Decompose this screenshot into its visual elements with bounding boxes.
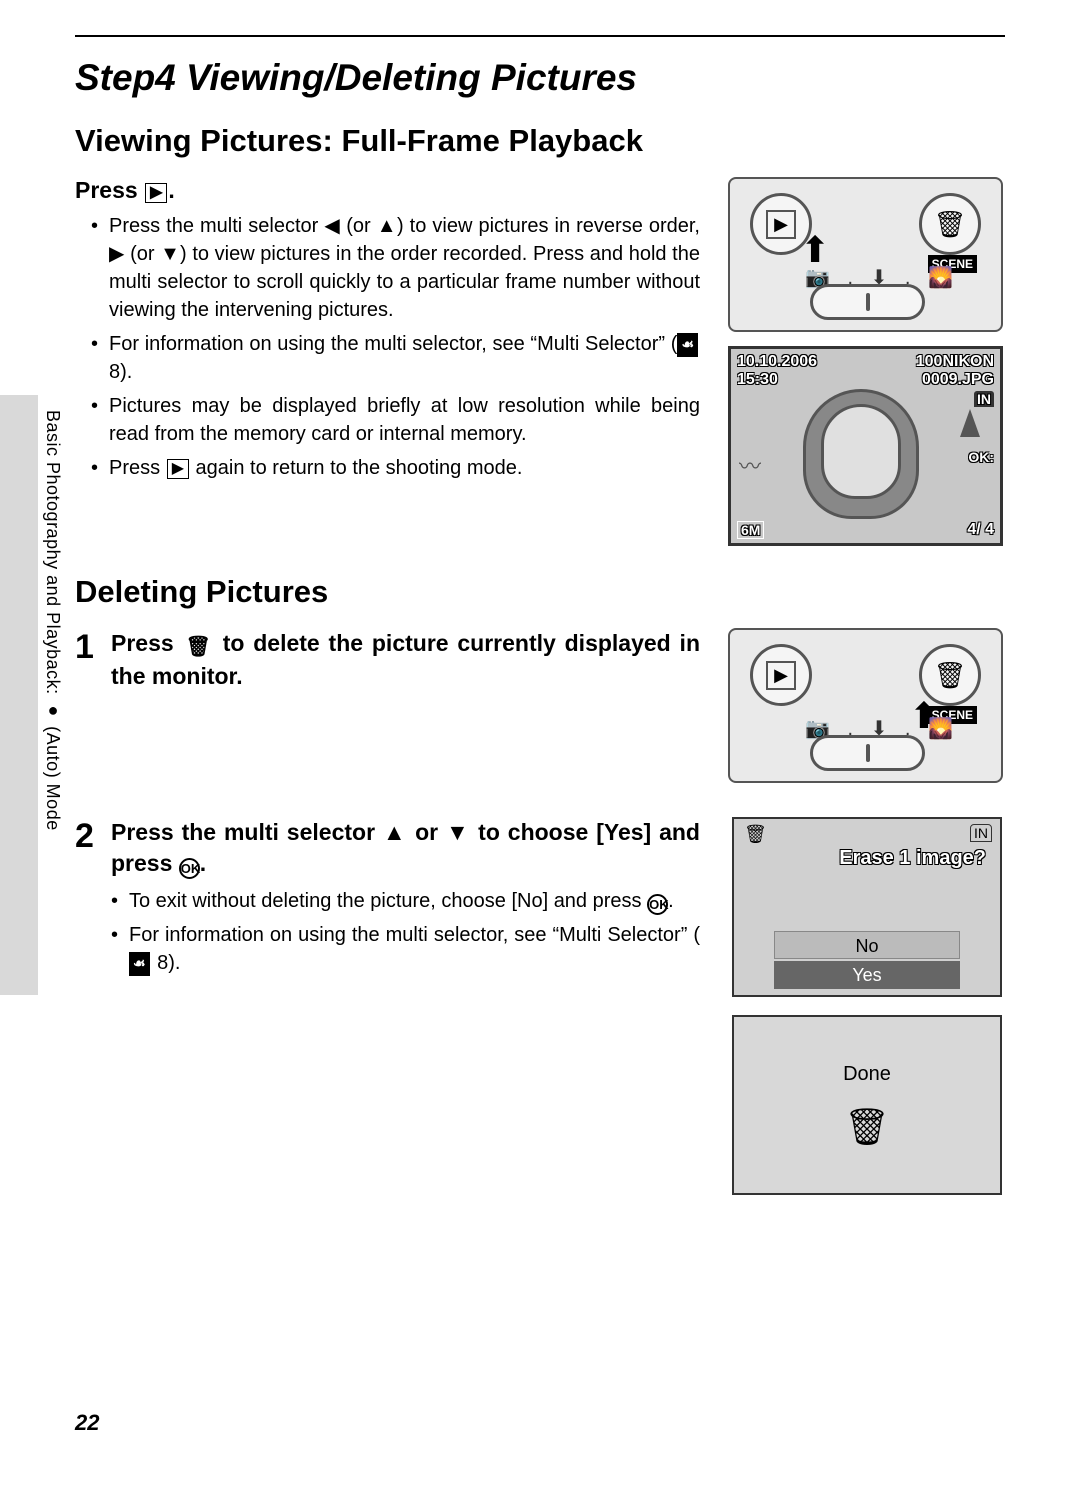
press-instruction: Press ▶. bbox=[75, 177, 700, 204]
section-heading-deleting: Deleting Pictures bbox=[75, 574, 1005, 610]
zoom-rocker bbox=[810, 735, 925, 771]
boat-icon bbox=[960, 409, 980, 437]
play-icon: ▶ bbox=[145, 183, 167, 203]
lcd-ok: OK: bbox=[968, 449, 994, 465]
top-rule bbox=[75, 35, 1005, 37]
step2-text: 2 Press the multi selector ▲ or ▼ to cho… bbox=[75, 817, 700, 1195]
step1-text: 1 Press 🗑 to delete the picture currentl… bbox=[75, 628, 700, 797]
camera-back-diagram-1: ▶ 🗑 SCENE 📷 . ⬇ . 🌄 ⬆ bbox=[728, 177, 1003, 332]
lcd-date: 10.10.2006 bbox=[737, 353, 817, 371]
step1-body: Press 🗑 to delete the picture currently … bbox=[111, 628, 700, 797]
sidebar-label: Basic Photography and Playback: ● (Auto)… bbox=[42, 410, 63, 831]
zoom-rocker bbox=[810, 284, 925, 320]
step2-row: 2 Press the multi selector ▲ or ▼ to cho… bbox=[75, 817, 1005, 1195]
arrow-up-indicator: ⬆ bbox=[909, 695, 939, 737]
viewing-text-col: Press ▶. Press the multi selector ◀ (or … bbox=[75, 177, 700, 546]
step2-bullet-1: To exit without deleting the picture, ch… bbox=[111, 887, 700, 915]
step1-number: 1 bbox=[75, 628, 101, 797]
dialog-option-no: No bbox=[774, 931, 960, 959]
lcd-filename: 0009.JPG bbox=[922, 371, 994, 389]
trash-icon-inline: 🗑 bbox=[186, 634, 211, 661]
figure-face bbox=[821, 404, 901, 499]
step2-number: 2 bbox=[75, 817, 101, 1195]
bullet-3: Pictures may be displayed briefly at low… bbox=[109, 392, 700, 448]
section-heading-viewing: Viewing Pictures: Full-Frame Playback bbox=[75, 123, 1005, 159]
lcd-counter: 4/ 4 bbox=[967, 521, 994, 539]
dialog-trash-icon: 🗑 bbox=[744, 824, 767, 845]
ok-icon: OK bbox=[179, 858, 200, 879]
done-label: Done bbox=[843, 1063, 891, 1086]
dialog-option-yes: Yes bbox=[774, 961, 960, 989]
done-trash-icon: 🗑 bbox=[844, 1106, 890, 1148]
done-dialog: Done 🗑 bbox=[732, 1015, 1002, 1195]
step1-row: 1 Press 🗑 to delete the picture currentl… bbox=[75, 628, 1005, 797]
bullet-1: Press the multi selector ◀ (or ▲) to vie… bbox=[109, 212, 700, 324]
ok-icon: OK bbox=[647, 894, 668, 915]
step2-sub: To exit without deleting the picture, ch… bbox=[111, 887, 700, 977]
arrow-up-indicator: ⬆ bbox=[800, 229, 830, 271]
play-button-icon: ▶ bbox=[750, 644, 812, 706]
lcd-time: 15:30 bbox=[737, 371, 778, 389]
step1-image: ▶ 🗑 SCENE 📷 . ⬇ . 🌄 ⬆ bbox=[720, 628, 1005, 797]
wave-icon: 〰 bbox=[739, 449, 761, 481]
viewing-image-col: ▶ 🗑 SCENE 📷 . ⬇ . 🌄 ⬆ 〰 10.10.2006 15:30… bbox=[720, 177, 1005, 546]
step2-bullet-2: For information on using the multi selec… bbox=[111, 921, 700, 977]
dialog-in-label: IN bbox=[970, 824, 992, 842]
trash-button-icon: 🗑 bbox=[919, 193, 981, 255]
bullet-4: Press ▶ again to return to the shooting … bbox=[109, 454, 700, 482]
step2-image: 🗑 IN Erase 1 image? No Yes Done 🗑 bbox=[720, 817, 1005, 1195]
page-title: Step4 Viewing/Deleting Pictures bbox=[75, 57, 1005, 99]
sidebar-tab bbox=[0, 395, 38, 995]
ref-icon: ☙ bbox=[129, 952, 150, 976]
lcd-folder: 100NIKON bbox=[916, 353, 994, 371]
lcd-in-label: IN bbox=[974, 391, 994, 407]
viewing-content: Press ▶. Press the multi selector ◀ (or … bbox=[75, 177, 1005, 546]
ref-icon: ☙ bbox=[677, 333, 698, 357]
manual-page: Basic Photography and Playback: ● (Auto)… bbox=[0, 0, 1080, 1486]
page-number: 22 bbox=[75, 1410, 99, 1436]
play-icon-inline: ▶ bbox=[167, 459, 189, 479]
erase-dialog: 🗑 IN Erase 1 image? No Yes bbox=[732, 817, 1002, 997]
step2-body: Press the multi selector ▲ or ▼ to choos… bbox=[111, 817, 700, 1195]
lcd-size: 6M bbox=[737, 521, 764, 539]
press-word: Press bbox=[75, 177, 138, 203]
dialog-title: Erase 1 image? bbox=[839, 847, 986, 870]
bullet-2: For information on using the multi selec… bbox=[109, 330, 700, 386]
lcd-preview-image: 〰 10.10.2006 15:30 100NIKON 0009.JPG IN … bbox=[728, 346, 1003, 546]
viewing-bullets: Press the multi selector ◀ (or ▲) to vie… bbox=[75, 212, 700, 482]
camera-back-diagram-2: ▶ 🗑 SCENE 📷 . ⬇ . 🌄 ⬆ bbox=[728, 628, 1003, 783]
